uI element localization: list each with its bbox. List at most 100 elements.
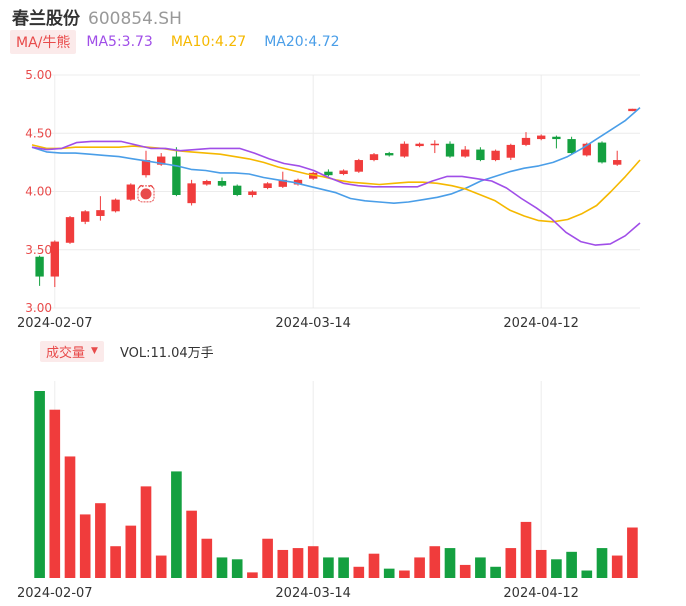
stock-name: 春兰股份 bbox=[12, 9, 80, 29]
ma20-line bbox=[31, 107, 641, 204]
candle-body bbox=[278, 179, 287, 187]
candle-body bbox=[552, 136, 561, 140]
x-tick-label: 2024-03-14 bbox=[275, 586, 351, 601]
volume-bar bbox=[581, 570, 593, 578]
candle bbox=[628, 108, 637, 112]
volume-bar bbox=[444, 548, 456, 578]
candle-body bbox=[461, 149, 470, 157]
candle bbox=[597, 141, 607, 164]
candle bbox=[293, 178, 303, 186]
candle-body bbox=[567, 139, 576, 154]
volume-bar bbox=[231, 559, 243, 578]
bull-icon bbox=[137, 184, 155, 203]
candle-body bbox=[35, 256, 44, 277]
volume-bar bbox=[125, 525, 137, 578]
candle bbox=[567, 136, 576, 155]
candle bbox=[263, 182, 272, 190]
candle-body bbox=[81, 211, 90, 222]
volume-bar bbox=[490, 566, 501, 578]
volume-bar bbox=[368, 553, 380, 578]
candle bbox=[461, 146, 470, 158]
price-grid bbox=[32, 74, 640, 309]
volume-bar bbox=[338, 557, 349, 578]
candle bbox=[430, 140, 439, 154]
volume-bar bbox=[49, 409, 61, 578]
volume-bar bbox=[140, 486, 152, 578]
candle-body bbox=[628, 108, 637, 112]
volume-bar bbox=[429, 546, 441, 578]
candle bbox=[521, 132, 531, 147]
ma-indicator-selector[interactable]: MA/牛熊 bbox=[10, 30, 77, 54]
candle-body bbox=[65, 217, 75, 243]
moving-average-lines bbox=[31, 107, 641, 246]
candle bbox=[369, 153, 379, 162]
candle bbox=[65, 215, 75, 244]
candle-body bbox=[491, 150, 500, 161]
candle-body bbox=[324, 171, 333, 176]
candle-body bbox=[339, 170, 348, 175]
candle-body bbox=[96, 210, 105, 216]
candle bbox=[354, 158, 363, 173]
candle-body bbox=[521, 137, 531, 145]
price-date-labels: 2024-02-07 2024-03-14 2024-04-12 bbox=[17, 316, 579, 331]
volume-bar bbox=[95, 503, 106, 578]
candle-body bbox=[476, 149, 485, 161]
ma5-line bbox=[31, 140, 641, 246]
candle bbox=[385, 151, 394, 157]
candle-body bbox=[445, 143, 455, 157]
candle-body bbox=[233, 185, 242, 195]
ma10-label: MA10:4.27 bbox=[170, 34, 247, 50]
candle bbox=[141, 150, 151, 178]
candle bbox=[537, 134, 546, 141]
candle-body bbox=[400, 143, 409, 157]
candle-body bbox=[613, 160, 622, 165]
candle-body bbox=[430, 143, 439, 146]
volume-bar bbox=[475, 557, 486, 578]
candle bbox=[50, 240, 59, 288]
ma10-line bbox=[31, 144, 641, 223]
bull-icon-horns bbox=[138, 184, 154, 189]
candle bbox=[552, 135, 561, 149]
candle bbox=[81, 210, 90, 225]
ma-legend: MA/牛熊 MA5:3.73 MA10:4.27 MA20:4.72 bbox=[10, 30, 358, 54]
candle bbox=[506, 143, 515, 161]
bull-badge bbox=[137, 184, 155, 203]
candle bbox=[35, 255, 44, 286]
x-tick-label: 2024-02-07 bbox=[17, 586, 93, 601]
volume-bar bbox=[247, 572, 258, 578]
volume-bar bbox=[34, 391, 45, 578]
candle bbox=[324, 169, 333, 177]
volume-bar bbox=[323, 557, 334, 578]
candle-body bbox=[263, 183, 272, 189]
candle bbox=[96, 196, 105, 221]
candle bbox=[187, 179, 196, 206]
candle bbox=[445, 141, 455, 158]
x-tick-label: 2024-04-12 bbox=[503, 316, 579, 331]
volume-bar bbox=[292, 548, 304, 578]
volume-bar bbox=[611, 555, 623, 578]
candle-body bbox=[415, 143, 424, 147]
volume-bar bbox=[399, 570, 410, 578]
candle-body bbox=[537, 135, 546, 140]
y-tick-label: 4.50 bbox=[25, 126, 52, 140]
stock-code: 600854.SH bbox=[88, 9, 182, 29]
candle-body bbox=[141, 160, 151, 176]
y-tick-label: 5.00 bbox=[25, 68, 52, 82]
volume-bar bbox=[307, 546, 319, 578]
volume-bar bbox=[535, 549, 547, 578]
volume-bar bbox=[627, 527, 638, 578]
candle-body bbox=[248, 191, 257, 195]
candle bbox=[172, 147, 181, 197]
candlesticks bbox=[35, 108, 637, 288]
volume-bar bbox=[353, 566, 365, 578]
candle bbox=[202, 179, 211, 186]
volume-bar bbox=[383, 568, 395, 578]
volume-indicator-selector[interactable]: 成交量 ▼ bbox=[40, 340, 104, 362]
volume-bar bbox=[262, 538, 273, 578]
candle-body bbox=[157, 156, 166, 165]
candle-body bbox=[385, 153, 394, 156]
x-tick-label: 2024-02-07 bbox=[17, 316, 93, 331]
candle bbox=[613, 150, 622, 166]
volume-bar bbox=[551, 559, 562, 578]
